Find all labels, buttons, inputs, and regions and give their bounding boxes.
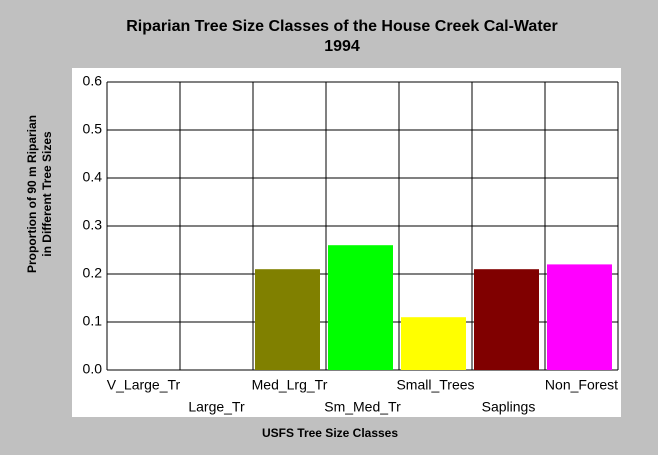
- y-axis-label: Proportion of 90 m Riparian in Different…: [25, 115, 54, 273]
- x-axis-label: USFS Tree Size Classes: [262, 426, 398, 440]
- x-tick-label: Med_Lrg_Tr: [252, 377, 328, 393]
- x-tick-label: Large_Tr: [188, 399, 245, 415]
- bar: [474, 269, 539, 370]
- bar: [401, 317, 466, 370]
- y-tick-label: 0.1: [83, 313, 103, 329]
- y-tick-label: 0.0: [83, 361, 103, 377]
- x-tick-label: Saplings: [482, 399, 536, 415]
- y-axis-label-line: Proportion of 90 m Riparian: [25, 115, 39, 273]
- y-tick-label: 0.6: [83, 73, 103, 89]
- y-tick-label: 0.2: [83, 265, 103, 281]
- bar: [328, 245, 393, 370]
- bar: [547, 264, 612, 370]
- y-tick-label: 0.4: [83, 169, 103, 185]
- y-axis-label-line: in Different Tree Sizes: [40, 131, 54, 257]
- x-tick-label: Non_Forest: [545, 377, 618, 393]
- x-tick-label: V_Large_Tr: [107, 377, 181, 393]
- x-tick-label: Sm_Med_Tr: [324, 399, 401, 415]
- x-tick-label: Small_Trees: [396, 377, 474, 393]
- chart-title: Riparian Tree Size Classes of the House …: [126, 18, 558, 35]
- chart-title: 1994: [324, 38, 360, 55]
- bar: [255, 269, 320, 370]
- y-tick-label: 0.3: [83, 217, 103, 233]
- y-tick-label: 0.5: [83, 121, 103, 137]
